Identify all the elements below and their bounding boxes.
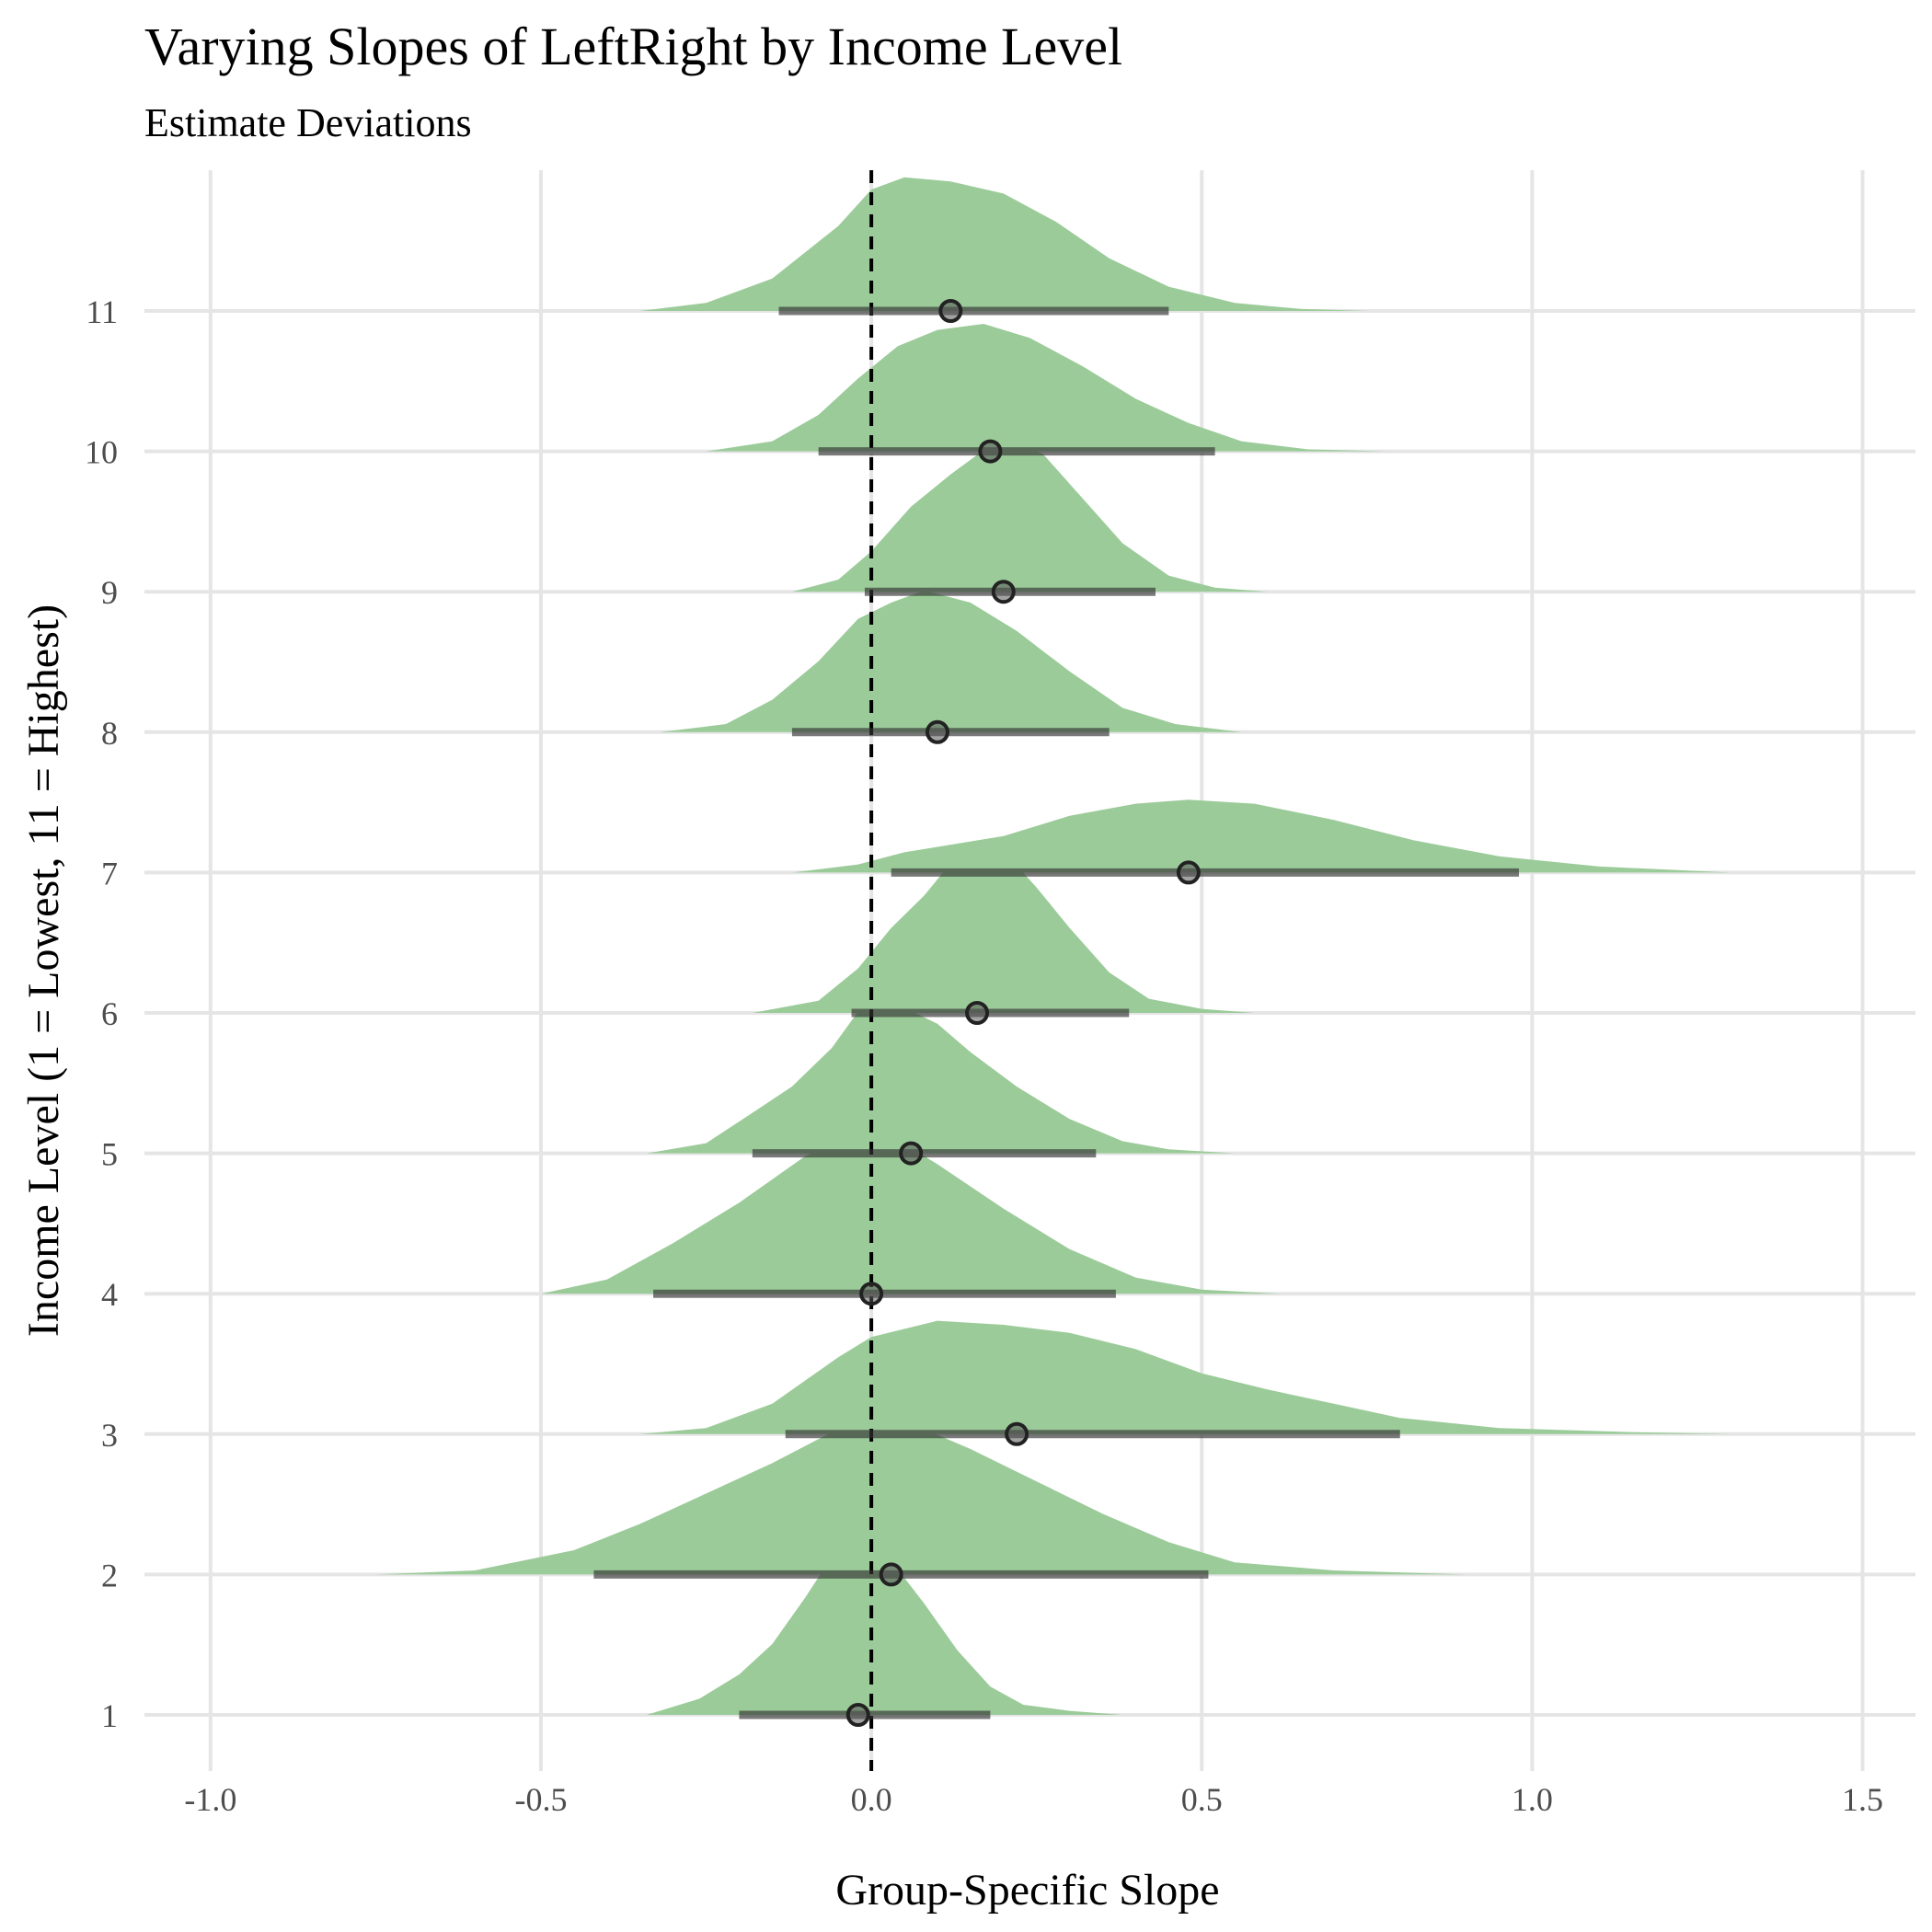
density-ridge-10 — [706, 324, 1387, 452]
density-ridge-5 — [646, 995, 1236, 1154]
y-tick-label: 10 — [85, 434, 118, 471]
x-axis-title: Group-Specific Slope — [835, 1866, 1219, 1915]
y-tick-label: 11 — [86, 293, 118, 330]
density-ridge-4 — [541, 1132, 1282, 1294]
density-ridge-3 — [639, 1320, 1731, 1434]
estimate-point-10 — [978, 439, 1003, 464]
density-ridge-6 — [752, 843, 1255, 1013]
estimate-point-2 — [879, 1562, 903, 1587]
x-tick-label: 1.5 — [1842, 1781, 1883, 1818]
y-tick-label: 4 — [101, 1276, 118, 1313]
density-ridge-2 — [375, 1412, 1466, 1575]
point-estimates — [845, 299, 1201, 1727]
y-tick-label: 1 — [101, 1697, 118, 1734]
estimate-point-3 — [1005, 1421, 1029, 1446]
chart-title: Varying Slopes of LeftRight by Income Le… — [144, 17, 1122, 76]
chart-subtitle: Estimate Deviations — [144, 100, 472, 145]
density-ridge-9 — [791, 438, 1269, 592]
y-tick-label: 5 — [101, 1136, 118, 1173]
credible-intervals — [593, 306, 1520, 1719]
y-tick-label: 6 — [101, 995, 118, 1032]
y-axis-tick-labels: 1 2 3 4 5 6 7 8 9 10 11 — [85, 293, 118, 1734]
y-axis-title: Income Level (1 = Lowest, 11 = Highest) — [19, 604, 68, 1337]
estimate-point-11 — [938, 299, 963, 323]
x-axis-tick-labels: -1.0 -0.5 0.0 0.5 1.0 1.5 — [184, 1781, 1883, 1818]
estimate-point-1 — [845, 1703, 870, 1727]
y-tick-label: 2 — [101, 1557, 118, 1593]
density-ridge-1 — [646, 1536, 1123, 1715]
y-tick-label: 8 — [101, 715, 118, 752]
x-tick-label: 0.0 — [851, 1781, 892, 1818]
density-ridge-7 — [791, 799, 1731, 873]
x-tick-label: -0.5 — [514, 1781, 567, 1818]
estimate-point-6 — [965, 1001, 990, 1025]
estimate-point-5 — [899, 1141, 924, 1166]
estimate-point-9 — [991, 580, 1016, 604]
y-tick-label: 7 — [101, 855, 118, 891]
estimate-point-8 — [925, 719, 949, 744]
estimate-point-7 — [1176, 860, 1201, 885]
y-tick-label: 9 — [101, 574, 118, 611]
density-ridges — [375, 177, 1731, 1715]
estimate-point-4 — [859, 1282, 884, 1306]
y-tick-label: 3 — [101, 1417, 118, 1454]
x-tick-label: 0.5 — [1181, 1781, 1223, 1818]
x-tick-label: 1.0 — [1512, 1781, 1553, 1818]
density-ridge-8 — [660, 590, 1242, 732]
density-ridge-11 — [639, 177, 1367, 311]
x-tick-label: -1.0 — [184, 1781, 236, 1818]
